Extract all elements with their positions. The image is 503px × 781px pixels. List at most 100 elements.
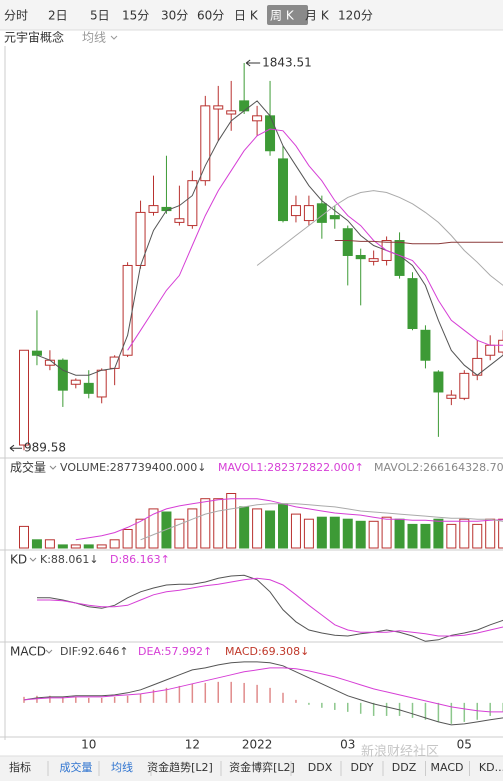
- toolbar-tab[interactable]: 日 K: [234, 9, 259, 23]
- bottom-tab[interactable]: MACD: [431, 761, 464, 774]
- candle-body: [394, 240, 405, 276]
- candle-body: [252, 115, 263, 122]
- bottom-tab[interactable]: 资金趋势[L2]: [147, 760, 213, 774]
- volume-bar: [252, 508, 263, 549]
- candle-body: [316, 203, 327, 223]
- volume-bar: [44, 539, 55, 549]
- plot-area: [19, 62, 503, 726]
- volume-bar: [485, 518, 496, 549]
- candle-body: [19, 349, 29, 446]
- volume-bar: [19, 525, 29, 549]
- volume-bar: [265, 510, 276, 549]
- bottom-tab[interactable]: DDX: [308, 761, 333, 774]
- toolbar-tab[interactable]: 月 K: [305, 9, 330, 23]
- candle-body: [226, 110, 237, 115]
- indicator-line: [127, 128, 503, 351]
- volume-bar: [226, 493, 237, 549]
- candle-body: [239, 100, 250, 112]
- candle-body: [329, 215, 340, 220]
- toolbar-tab[interactable]: 周 K: [270, 9, 295, 23]
- toolbar-tab[interactable]: 15分: [122, 9, 149, 23]
- indicator-line: [23, 667, 503, 713]
- toolbar-tab[interactable]: 60分: [197, 9, 224, 23]
- candle-body: [122, 264, 133, 356]
- bottom-tab[interactable]: 资金博弈[L2]: [229, 760, 295, 774]
- indicator-line: [36, 100, 503, 376]
- toolbar-tab[interactable]: 30分: [161, 9, 188, 23]
- volume-bar: [329, 516, 340, 549]
- bottom-bar: [0, 756, 503, 781]
- panel-title: 成交量: [10, 460, 46, 475]
- indicator-line: [23, 661, 503, 726]
- candle-body: [407, 278, 418, 329]
- volume-bar: [135, 518, 146, 549]
- panel-title: MACD: [10, 645, 46, 659]
- candle-body: [420, 329, 431, 361]
- volume-bar: [472, 523, 483, 549]
- indicator-line: [75, 498, 503, 541]
- volume-bar: [381, 516, 392, 549]
- candle-body: [342, 228, 353, 256]
- candle-body: [459, 372, 470, 399]
- volume-bar: [290, 513, 301, 549]
- volume-bar: [498, 518, 503, 549]
- bottom-tab[interactable]: 指标: [9, 760, 31, 774]
- x-tick-label: 12: [185, 738, 200, 752]
- toolbar-tab[interactable]: 分时: [4, 9, 28, 23]
- volume-bar: [278, 503, 288, 549]
- indicator-label: DEA:57.992↑: [138, 645, 212, 658]
- bottom-tab[interactable]: 均线: [111, 760, 133, 774]
- toolbar-tab[interactable]: 5日: [90, 9, 110, 23]
- volume-bar: [342, 518, 353, 549]
- indicator-line: [37, 577, 503, 637]
- panel-title: KD: [10, 553, 27, 567]
- bottom-tab[interactable]: DDY: [350, 761, 373, 774]
- volume-bar: [31, 539, 42, 549]
- volume-bar: [148, 508, 159, 549]
- candle-body: [446, 394, 457, 399]
- volume-bar: [355, 520, 366, 549]
- chevron: [49, 465, 57, 470]
- candle-body: [174, 218, 185, 223]
- chevron: [45, 649, 53, 654]
- bottom-tab[interactable]: 成交量: [60, 760, 93, 774]
- volume-bar: [213, 498, 224, 549]
- tab-active-bg: [267, 5, 308, 25]
- watermark: 新浪财经社区: [361, 744, 439, 760]
- volume-bar: [187, 508, 198, 549]
- candle-body: [368, 258, 379, 262]
- volume-bar: [57, 544, 68, 549]
- candle-body: [31, 350, 42, 356]
- candle-body: [200, 105, 211, 182]
- bottom-tab[interactable]: KD...: [479, 761, 503, 774]
- candle-body: [213, 105, 224, 110]
- chevron: [29, 557, 37, 562]
- volume-bar: [122, 529, 133, 549]
- low-annotation: 989.58: [24, 441, 66, 455]
- candle-body: [485, 344, 496, 356]
- annotation-arrow: [9, 444, 22, 452]
- indicator-line: [140, 503, 503, 541]
- candle-body: [187, 180, 198, 227]
- indicator-label: VOLUME:287739400.000↓: [60, 461, 206, 474]
- indicator-line: [334, 240, 503, 245]
- high-annotation: 1843.51: [262, 55, 312, 69]
- volume-bar: [96, 544, 107, 549]
- toolbar-tab[interactable]: 2日: [48, 9, 68, 23]
- toolbar-tab[interactable]: 120分: [338, 9, 373, 23]
- x-tick-label: 2022: [242, 738, 273, 752]
- volume-bar: [368, 520, 379, 549]
- indicator-label: MAVOL2:266164328.70: [374, 461, 503, 474]
- candle-body: [355, 254, 366, 260]
- toolbar-bg: [0, 0, 503, 30]
- volume-bar: [459, 518, 470, 549]
- volume-bar: [394, 518, 405, 549]
- candle-body: [109, 356, 120, 369]
- x-tick-label: 03: [340, 738, 355, 752]
- candle-body: [83, 382, 94, 394]
- bottom-tab[interactable]: DDZ: [392, 761, 417, 774]
- indicator-label: DIF:92.646↑: [60, 645, 129, 658]
- candle-body: [265, 115, 276, 152]
- ma-button[interactable]: 均线: [82, 31, 106, 45]
